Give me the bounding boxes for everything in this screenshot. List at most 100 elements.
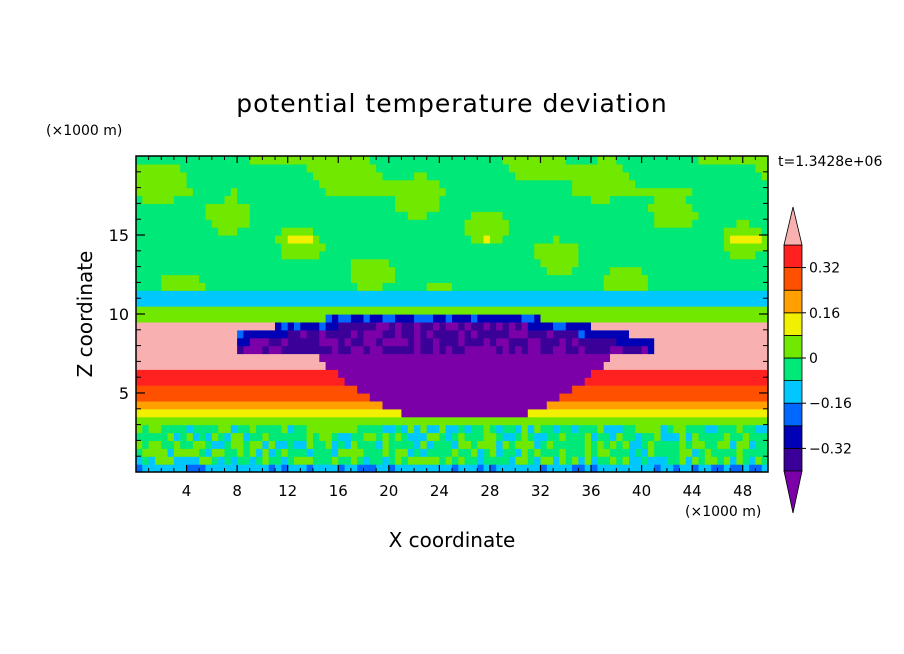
field-cell bbox=[629, 440, 643, 449]
field-cell bbox=[521, 321, 529, 331]
field-cell bbox=[603, 361, 768, 370]
field-cell bbox=[407, 432, 428, 441]
field-cell bbox=[717, 456, 725, 465]
field-cell bbox=[534, 448, 542, 457]
field-cell bbox=[161, 274, 200, 283]
field-cell bbox=[401, 456, 409, 465]
field-cell bbox=[685, 432, 693, 441]
field-cell bbox=[471, 329, 478, 339]
field-cell bbox=[199, 432, 207, 441]
field-cell bbox=[262, 432, 270, 441]
colorbar-tick-label: −0.16 bbox=[809, 396, 852, 412]
field-cell bbox=[350, 314, 365, 323]
field-cell bbox=[508, 227, 725, 236]
field-cell bbox=[306, 329, 320, 339]
field-cell bbox=[401, 424, 409, 434]
field-cell bbox=[136, 163, 181, 173]
field-cell bbox=[527, 424, 535, 434]
field-cell bbox=[136, 266, 352, 276]
field-cell bbox=[641, 432, 655, 441]
field-cell bbox=[407, 448, 415, 457]
field-cell bbox=[496, 321, 504, 331]
field-cell bbox=[173, 440, 181, 449]
colorbar-swatch bbox=[783, 267, 803, 291]
field-cell bbox=[401, 321, 415, 331]
field-cell bbox=[211, 448, 225, 457]
field-cell bbox=[136, 179, 188, 189]
field-cell bbox=[464, 329, 472, 339]
field-cell bbox=[508, 321, 516, 331]
field-cell bbox=[224, 440, 232, 449]
field-cell bbox=[673, 464, 681, 472]
field-cell bbox=[692, 187, 768, 197]
x-tick-label: 16 bbox=[329, 482, 348, 500]
field-cell bbox=[205, 282, 358, 291]
field-cell bbox=[654, 345, 768, 355]
field-cell bbox=[692, 440, 706, 449]
field-cell bbox=[268, 432, 308, 441]
field-cell bbox=[635, 179, 768, 189]
field-cell bbox=[363, 314, 371, 323]
field-cell bbox=[268, 440, 276, 449]
field-cell bbox=[205, 432, 213, 441]
field-cell bbox=[136, 258, 352, 268]
field-cell bbox=[452, 282, 605, 291]
field-cell bbox=[464, 424, 472, 434]
time-label: t=1.3428e+06 bbox=[778, 154, 882, 170]
field-cell bbox=[382, 345, 415, 355]
field-cell bbox=[249, 156, 371, 165]
field-cell bbox=[211, 219, 251, 228]
x-tick-label: 40 bbox=[632, 482, 651, 500]
field-cell bbox=[237, 195, 396, 204]
field-cell bbox=[508, 219, 655, 228]
colorbar-swatch bbox=[783, 447, 803, 472]
field-cell bbox=[521, 314, 535, 323]
field-cell bbox=[458, 448, 472, 457]
field-cell bbox=[723, 235, 731, 244]
field-cell bbox=[508, 456, 516, 465]
field-cell bbox=[723, 464, 731, 472]
field-cell bbox=[578, 329, 586, 339]
field-cell bbox=[452, 440, 459, 449]
field-cell bbox=[622, 432, 636, 441]
field-cell bbox=[357, 329, 365, 339]
field-cell bbox=[357, 385, 573, 394]
field-cell bbox=[483, 432, 497, 441]
field-cell bbox=[698, 432, 725, 441]
field-cell bbox=[420, 345, 434, 355]
field-cell bbox=[376, 163, 510, 173]
field-cell bbox=[268, 464, 276, 472]
field-cell bbox=[521, 424, 529, 434]
field-cell bbox=[350, 329, 358, 339]
field-cell bbox=[211, 432, 219, 441]
field-cell bbox=[654, 211, 699, 220]
field-cell bbox=[142, 440, 150, 449]
field-cell bbox=[578, 258, 768, 268]
field-cell bbox=[534, 432, 548, 441]
field-cell bbox=[401, 329, 415, 339]
field-cell bbox=[629, 448, 636, 457]
field-cell bbox=[205, 211, 251, 220]
field-cell bbox=[249, 440, 263, 449]
field-cell bbox=[458, 440, 472, 449]
field-cell bbox=[553, 345, 567, 355]
field-cell bbox=[578, 242, 725, 252]
field-cell bbox=[445, 321, 459, 331]
field-cell bbox=[363, 345, 371, 355]
field-cell bbox=[546, 432, 560, 441]
field-cell bbox=[306, 424, 358, 434]
field-cell bbox=[534, 250, 579, 260]
field-cell bbox=[414, 171, 428, 181]
field-cell bbox=[477, 440, 497, 449]
field-cell bbox=[426, 329, 434, 339]
field-cell bbox=[426, 211, 472, 220]
field-cell bbox=[331, 440, 339, 449]
x-tick-label: 28 bbox=[480, 482, 499, 500]
field-cell bbox=[565, 456, 573, 465]
field-cell bbox=[445, 456, 453, 465]
field-cell bbox=[382, 424, 396, 434]
field-cell bbox=[565, 337, 573, 347]
field-cell bbox=[439, 179, 573, 189]
field-cell bbox=[338, 369, 592, 378]
field-cell bbox=[426, 282, 453, 291]
